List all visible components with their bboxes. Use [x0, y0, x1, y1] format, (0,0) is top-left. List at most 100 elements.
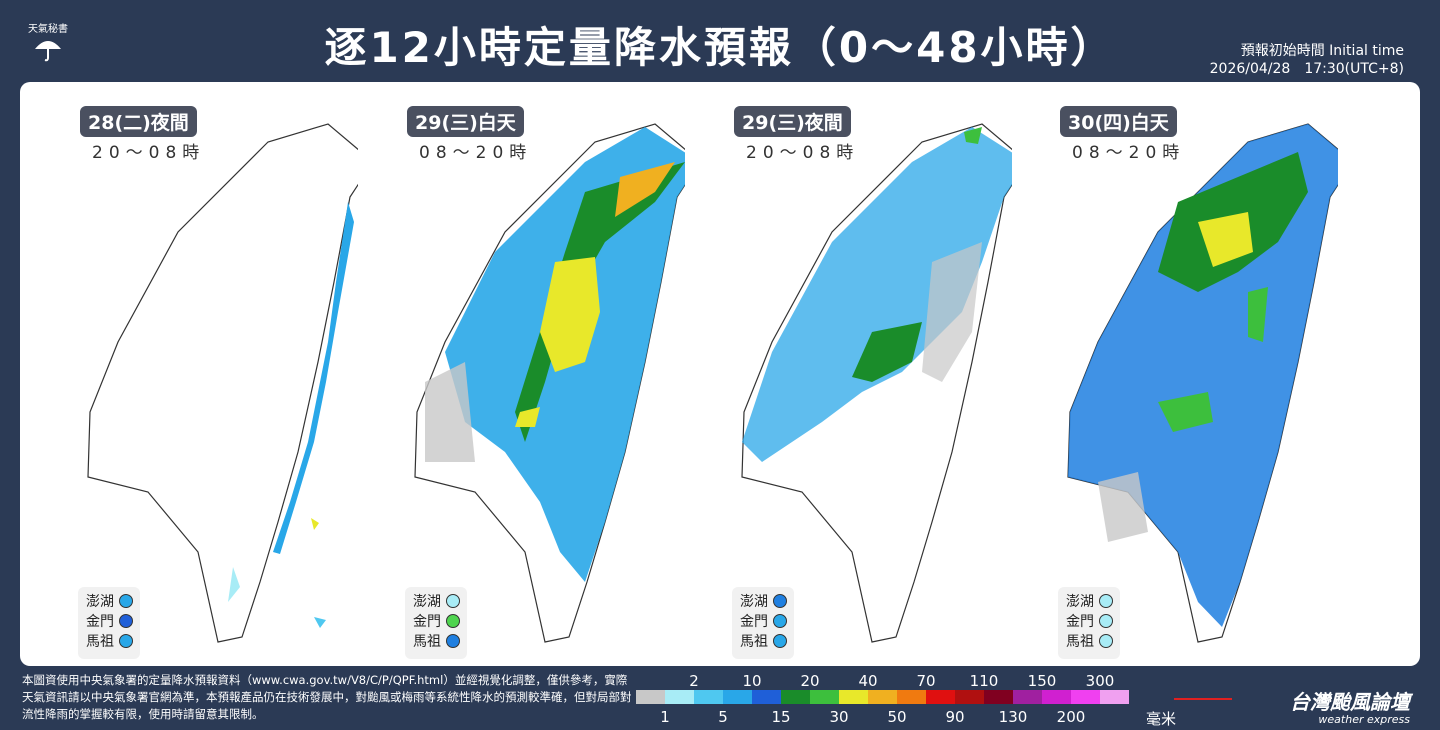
island-kinmen: 金門 — [732, 611, 794, 631]
umbrella-icon — [35, 41, 61, 62]
legend-bottom-label: 15 — [771, 708, 791, 726]
legend-swatch — [1071, 690, 1100, 704]
island-name: 金門 — [413, 614, 441, 630]
weather-secretary-logo: 天氣秘書 — [20, 20, 76, 70]
brand-sub: weather express — [1318, 713, 1410, 726]
brand-name: 台灣颱風論壇 — [1290, 690, 1410, 714]
legend-swatch — [1042, 690, 1071, 704]
rain-dot — [1099, 614, 1113, 628]
rain-dot — [446, 614, 460, 628]
map-panel-1: 28(二)夜間 20～08時 澎湖 金門 馬祖 — [28, 82, 358, 666]
legend-swatch — [810, 690, 839, 704]
legend-swatch — [781, 690, 810, 704]
legend-top-label: 70 — [916, 672, 936, 690]
initial-time-value: 2026/04/28 17:30(UTC+8) — [1209, 61, 1404, 77]
legend-swatch — [1013, 690, 1042, 704]
map-panel-2: 29(三)白天 08～20時 澎湖 金門 馬祖 — [355, 82, 685, 666]
island-name: 馬祖 — [1066, 634, 1094, 650]
rain-dot — [773, 614, 787, 628]
island-penghu: 澎湖 — [1058, 591, 1120, 611]
taiwan-map-1 — [87, 123, 358, 643]
legend-swatch — [955, 690, 984, 704]
island-name: 澎湖 — [740, 594, 768, 610]
rainfall-legend: 2 10 20 40 70 110 150 300 1 5 15 30 50 9… — [636, 672, 1176, 728]
legend-swatch — [665, 690, 694, 704]
period-label: 28(二)夜間 — [80, 106, 197, 137]
island-penghu: 澎湖 — [405, 591, 467, 611]
legend-top-label: 300 — [1085, 672, 1115, 690]
legend-top-label: 2 — [689, 672, 699, 690]
legend-color-bar — [636, 690, 1129, 704]
island-name: 澎湖 — [86, 594, 114, 610]
legend-top-label: 10 — [742, 672, 762, 690]
period-label: 30(四)白天 — [1060, 106, 1177, 137]
map-panel-3: 29(三)夜間 20～08時 澎湖 金門 馬祖 — [682, 82, 1012, 666]
legend-top-label: 40 — [858, 672, 878, 690]
initial-time: 預報初始時間 Initial time 2026/04/28 17:30(UTC… — [1210, 42, 1404, 78]
rain-dot — [446, 634, 460, 648]
legend-swatch — [1100, 690, 1129, 704]
island-name: 金門 — [1066, 614, 1094, 630]
brand-logo: 台灣颱風論壇 weather express — [1174, 686, 1410, 726]
legend-top-label: 20 — [800, 672, 820, 690]
period-label: 29(三)夜間 — [734, 106, 851, 137]
hours-label: 20～08時 — [746, 143, 860, 163]
taiwan-map-2 — [414, 123, 685, 643]
forecast-panel: 28(二)夜間 20～08時 澎湖 金門 馬祖 29(三)白天 08～20時 澎… — [20, 82, 1420, 666]
island-name: 金門 — [86, 614, 114, 630]
legend-bottom-label: 30 — [829, 708, 849, 726]
legend-swatch — [868, 690, 897, 704]
hours-label: 20～08時 — [92, 143, 206, 163]
rain-dot — [773, 634, 787, 648]
island-name: 馬祖 — [86, 634, 114, 650]
outlying-islands-legend: 澎湖 金門 馬祖 — [1058, 587, 1120, 659]
legend-swatch — [752, 690, 781, 704]
island-matsu: 馬祖 — [78, 631, 140, 651]
outlying-islands-legend: 澎湖 金門 馬祖 — [405, 587, 467, 659]
initial-time-label: 預報初始時間 Initial time — [1240, 43, 1404, 59]
legend-swatch — [984, 690, 1013, 704]
rain-dot — [1099, 634, 1113, 648]
legend-top-label: 150 — [1027, 672, 1057, 690]
island-penghu: 澎湖 — [78, 591, 140, 611]
taiwan-map-3 — [741, 123, 1012, 643]
outlying-islands-legend: 澎湖 金門 馬祖 — [732, 587, 794, 659]
island-kinmen: 金門 — [78, 611, 140, 631]
island-matsu: 馬祖 — [405, 631, 467, 651]
legend-bottom-label: 50 — [887, 708, 907, 726]
legend-bottom-label: 1 — [660, 708, 670, 726]
legend-swatch — [897, 690, 926, 704]
hours-label: 08～20時 — [1072, 143, 1186, 163]
island-name: 馬祖 — [740, 634, 768, 650]
island-name: 澎湖 — [413, 594, 441, 610]
legend-swatch — [839, 690, 868, 704]
legend-swatch — [926, 690, 955, 704]
rain-dot — [119, 634, 133, 648]
rain-dot — [119, 614, 133, 628]
rain-dot — [446, 594, 460, 608]
island-matsu: 馬祖 — [1058, 631, 1120, 651]
island-penghu: 澎湖 — [732, 591, 794, 611]
footer-disclaimer: 本圖資使用中央氣象署的定量降水預報資料（www.cwa.gov.tw/V8/C/… — [22, 673, 632, 721]
period-label: 29(三)白天 — [407, 106, 524, 137]
legend-swatch — [694, 690, 723, 704]
legend-bottom-label: 90 — [945, 708, 965, 726]
legend-swatch — [636, 690, 665, 704]
rain-dot — [119, 594, 133, 608]
taiwan-map-4 — [1067, 123, 1338, 643]
island-name: 馬祖 — [413, 634, 441, 650]
hours-label: 08～20時 — [419, 143, 533, 163]
map-panel-4: 30(四)白天 08～20時 澎湖 金門 馬祖 — [1008, 82, 1338, 666]
island-name: 澎湖 — [1066, 594, 1094, 610]
island-kinmen: 金門 — [405, 611, 467, 631]
legend-bottom-label: 5 — [718, 708, 728, 726]
island-matsu: 馬祖 — [732, 631, 794, 651]
logo-label: 天氣秘書 — [28, 24, 68, 35]
rain-dot — [773, 594, 787, 608]
legend-bottom-label: 200 — [1056, 708, 1086, 726]
legend-swatch — [723, 690, 752, 704]
island-kinmen: 金門 — [1058, 611, 1120, 631]
legend-bottom-label: 130 — [998, 708, 1028, 726]
legend-unit: 毫米 — [1146, 710, 1177, 728]
legend-top-label: 110 — [969, 672, 999, 690]
